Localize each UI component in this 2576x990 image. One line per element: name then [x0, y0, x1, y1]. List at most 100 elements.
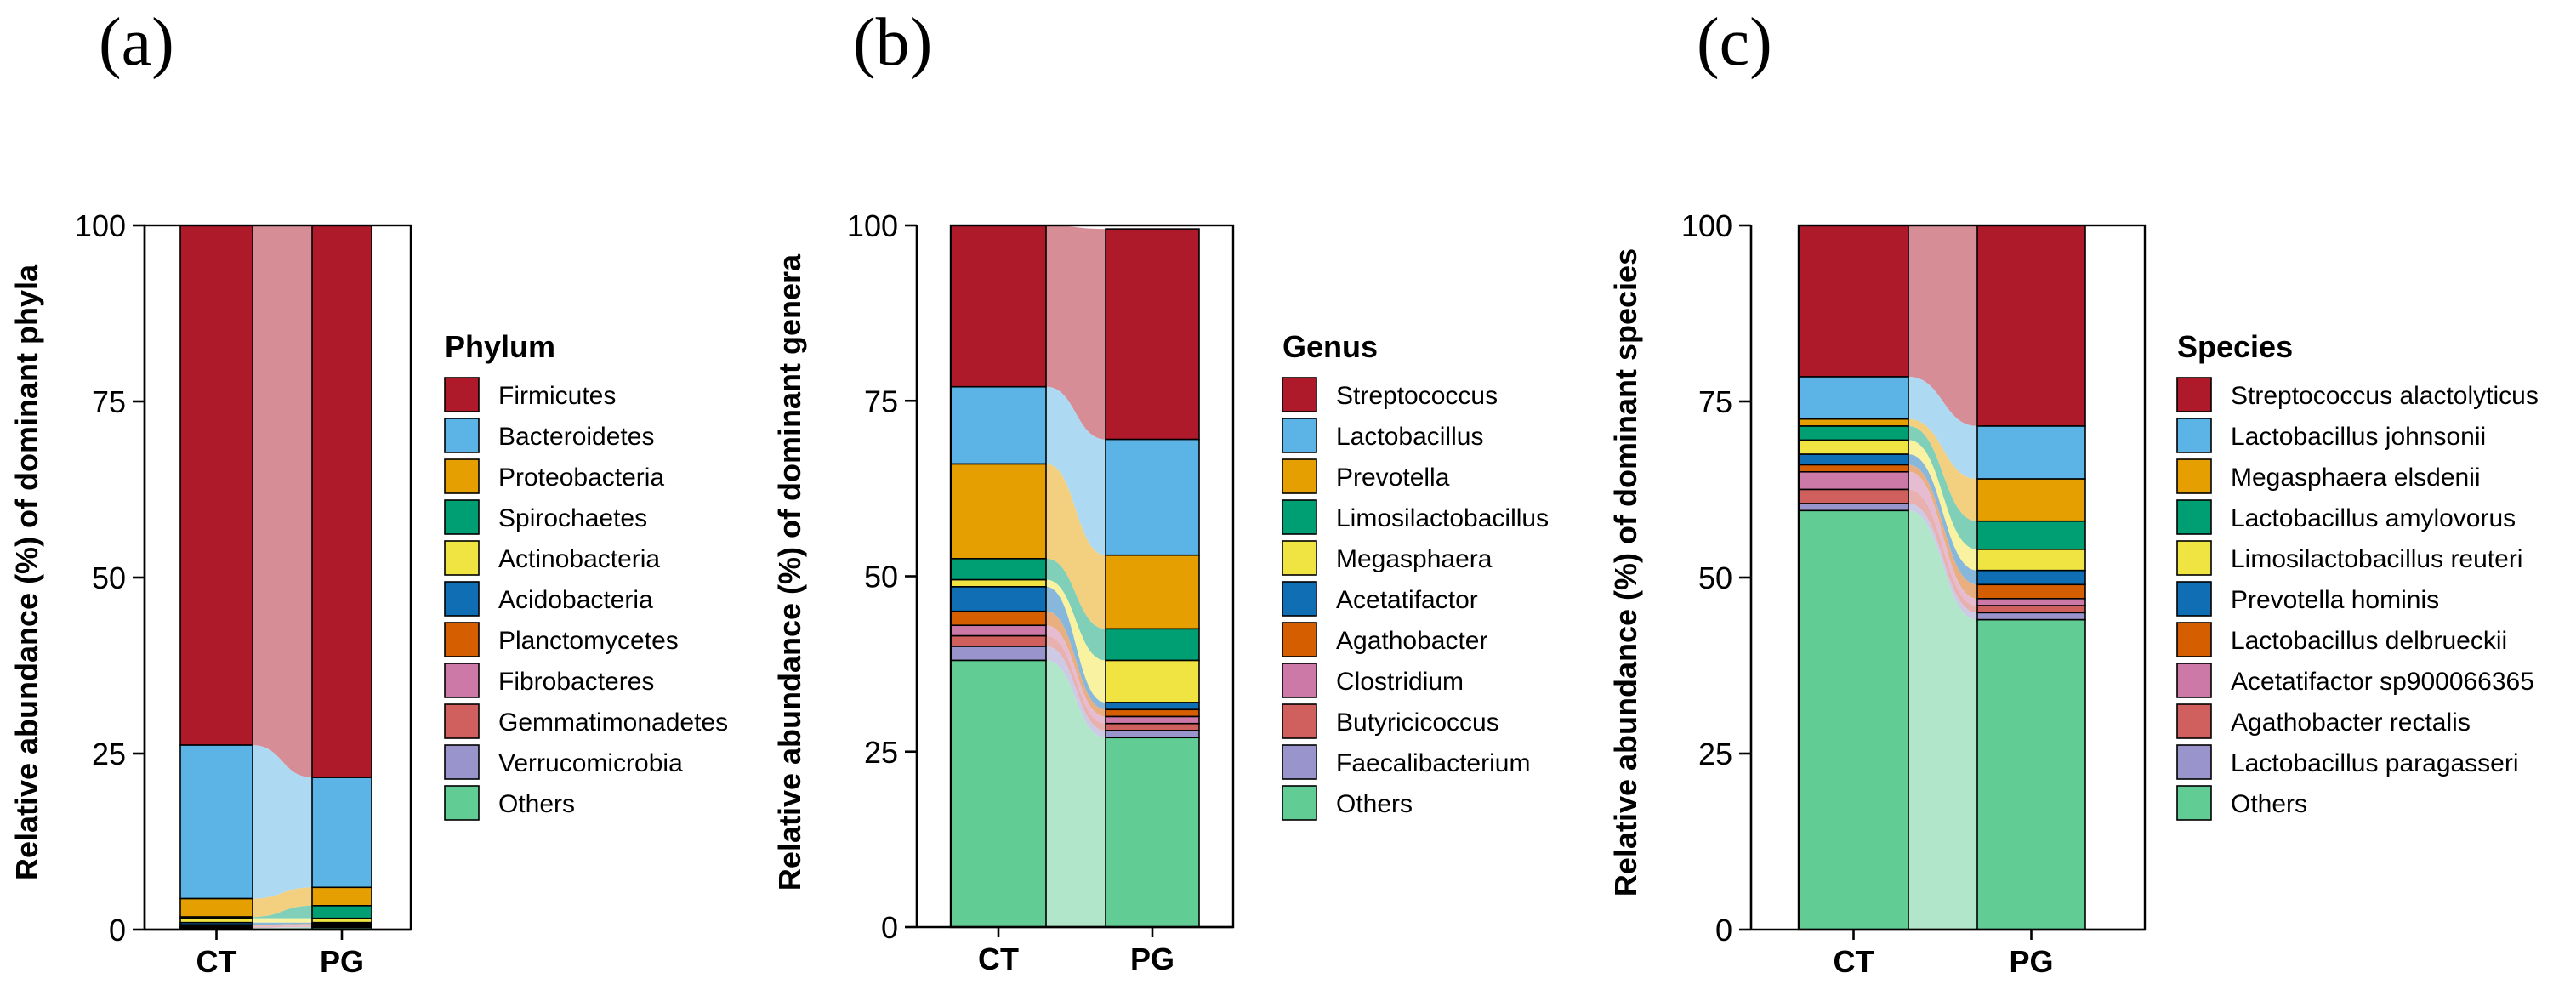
- bar-segment-pg-others: [1976, 618, 2086, 930]
- flow-lactobacillus-johnsonii: [1908, 377, 1977, 480]
- y-tick-label-0: 0: [1715, 913, 1732, 947]
- legend-swatch-lactobacillus-amylovorus: [2176, 499, 2212, 535]
- legend-label-lactobacillus-amylovorus: Lactobacillus amylovorus: [2231, 504, 2516, 532]
- x-tick-label-pg: PG: [320, 944, 364, 979]
- legend-label-prevotella: Prevotella: [1336, 464, 1450, 492]
- plot-area-a: CT PG 0 25 50 75 100: [75, 208, 412, 979]
- legend-swatch-others: [1282, 785, 1317, 821]
- flow-acidobacteria: [253, 922, 312, 925]
- legend-label-bacteroidetes: Bacteroidetes: [498, 423, 654, 451]
- legend-swatch-clostridium: [1282, 663, 1317, 698]
- flow-faecalibacterium: [1046, 646, 1106, 738]
- bar-segment-pg-megasphaera-elsdenii: [1976, 478, 2086, 522]
- y-tick-label-100: 100: [1681, 208, 1732, 243]
- legend-swatch-megasphaera-elsdenii: [2176, 458, 2212, 494]
- bar-segment-ct-lactobacillus-amylovorus: [1798, 425, 1909, 441]
- legend-label-verrucomicrobia: Verrucomicrobia: [498, 749, 683, 777]
- x-tick-label-pg: PG: [1130, 942, 1174, 976]
- legend-swatch-agathobacter: [1282, 622, 1317, 657]
- bar-segment-pg-bacteroidetes: [311, 777, 372, 889]
- legend-swatch-prevotella: [1282, 458, 1317, 494]
- legend-swatch-limosilactobacillus-reuteri: [2176, 540, 2212, 576]
- x-tick-label-ct: CT: [196, 944, 237, 979]
- bar-segment-ct-lactobacillus-johnsonii: [1798, 376, 1909, 420]
- bar-segment-pg-prevotella: [1105, 554, 1200, 630]
- flow-spirochaetes: [253, 905, 312, 919]
- legend-swatch-planctomycetes: [444, 622, 480, 657]
- bar-segment-pg-spirochaetes: [311, 905, 372, 919]
- bar-segment-pg-butyricicoccus: [1105, 722, 1200, 731]
- legend-swatch-proteobacteria: [444, 458, 480, 494]
- flow-others: [1908, 510, 1977, 930]
- legend-c: Streptococcus alactolyticus Lactobacillus…: [2176, 377, 2539, 821]
- legend-swatch-lactobacillus: [1282, 418, 1317, 453]
- legend-label-gemmatimonadetes: Gemmatimonadetes: [498, 708, 728, 737]
- legend-label-lactobacillus: Lactobacillus: [1336, 423, 1483, 451]
- plot-area-b: CT PG 0 25 50 75 100: [847, 208, 1235, 976]
- flow-proteobacteria: [253, 887, 312, 918]
- bar-segment-pg-prevotella-hominis: [1976, 569, 2086, 586]
- flow-acetatifactor: [1046, 586, 1106, 710]
- bar-segment-ct-firmicutes: [179, 225, 253, 746]
- bar-segment-ct-agathobacter-rectalis: [1798, 488, 1909, 504]
- flow-streptococcus: [1046, 225, 1106, 440]
- legend-label-acidobacteria: Acidobacteria: [498, 586, 653, 614]
- legend-label-prevotella-hominis: Prevotella hominis: [2231, 586, 2439, 614]
- bar-segment-pg-others: [1105, 737, 1200, 928]
- legend-title-b: Genus: [1282, 329, 1378, 364]
- y-axis-label-c: Relative abundance (%) of dominant speci…: [1608, 248, 1643, 896]
- bar-segment-pg-lactobacillus-johnsonii: [1976, 425, 2086, 480]
- legend-label-spirochaetes: Spirochaetes: [498, 504, 647, 532]
- legend-title-a: Phylum: [445, 329, 555, 364]
- legend-swatch-acidobacteria: [444, 581, 480, 617]
- bar-segment-pg-agathobacter: [1105, 708, 1200, 718]
- legend-swatch-lactobacillus-paragasseri: [2176, 744, 2212, 780]
- bar-segment-pg-lactobacillus-delbrueckii: [1976, 583, 2086, 600]
- legend-label-actinobacteria: Actinobacteria: [498, 545, 660, 573]
- bar-segment-ct-lactobacillus-paragasseri: [1798, 503, 1909, 512]
- panel-label-b: (b): [853, 5, 932, 80]
- bar-segment-ct-faecalibacterium: [950, 646, 1047, 662]
- bar-segment-pg-agathobacter-rectalis: [1976, 605, 2086, 614]
- legend-swatch-fibrobacteres: [444, 663, 480, 698]
- legend-swatch-limosilactobacillus: [1282, 499, 1317, 535]
- legend-swatch-others: [444, 785, 480, 821]
- y-tick-label-100: 100: [847, 208, 898, 243]
- legend-swatch-bacteroidetes: [444, 418, 480, 453]
- legend-label-limosilactobacillus-reuteri: Limosilactobacillus reuteri: [2231, 545, 2522, 573]
- flow-limosilactobacillus: [1046, 558, 1106, 661]
- bar-segment-ct-prevotella-hominis: [1798, 453, 1909, 466]
- legend-label-megasphaera: Megasphaera: [1336, 545, 1493, 573]
- bar-segment-ct-prevotella: [950, 463, 1047, 560]
- bar-segment-ct-lactobacillus: [950, 385, 1047, 465]
- flow-bacteroidetes: [253, 745, 312, 899]
- flow-verrucomicrobia: [253, 926, 312, 929]
- flow-acetatifactor-sp900066365: [1908, 471, 1977, 606]
- panel-label-a: (a): [99, 5, 174, 80]
- legend-a: Firmicutes Bacteroidetes Proteobacteria Spi…: [444, 377, 728, 821]
- y-tick-label-25: 25: [1698, 737, 1732, 771]
- legend-label-streptococcus-alactolyticus: Streptococcus alactolyticus: [2231, 382, 2539, 410]
- legend-b: Streptococcus Lactobacillus Prevotella Limo…: [1282, 377, 1549, 821]
- flow-fibrobacteres: [253, 925, 312, 927]
- bar-segment-pg-streptococcus: [1105, 228, 1200, 441]
- y-tick-label-75: 75: [92, 384, 126, 419]
- bar-segment-ct-butyricicoccus: [950, 634, 1047, 647]
- x-tick-label-ct: CT: [978, 942, 1019, 976]
- bar-segment-pg-lactobacillus-amylovorus: [1976, 520, 2086, 550]
- legend-label-butyricicoccus: Butyricicoccus: [1336, 708, 1499, 737]
- flow-megasphaera: [1046, 579, 1106, 703]
- legend-label-acetatifactor-sp900066365: Acetatifactor sp900066365: [2231, 668, 2534, 696]
- legend-label-clostridium: Clostridium: [1336, 668, 1464, 696]
- legend-swatch-actinobacteria: [444, 540, 480, 576]
- x-tick-label-ct: CT: [1834, 944, 1874, 979]
- flow-limosilactobacillus-reuteri: [1908, 440, 1977, 571]
- legend-swatch-prevotella-hominis: [2176, 581, 2212, 617]
- y-axis-label-a: Relative abundance (%) of dominant phyla: [9, 264, 44, 880]
- panel-label-c: (c): [1697, 5, 1772, 80]
- bar-segment-pg-limosilactobacillus: [1105, 628, 1200, 662]
- flow-streptococcus-alactolyticus: [1908, 225, 1977, 426]
- bar-segment-ct-streptococcus: [950, 225, 1047, 388]
- legend-label-faecalibacterium: Faecalibacterium: [1336, 749, 1530, 777]
